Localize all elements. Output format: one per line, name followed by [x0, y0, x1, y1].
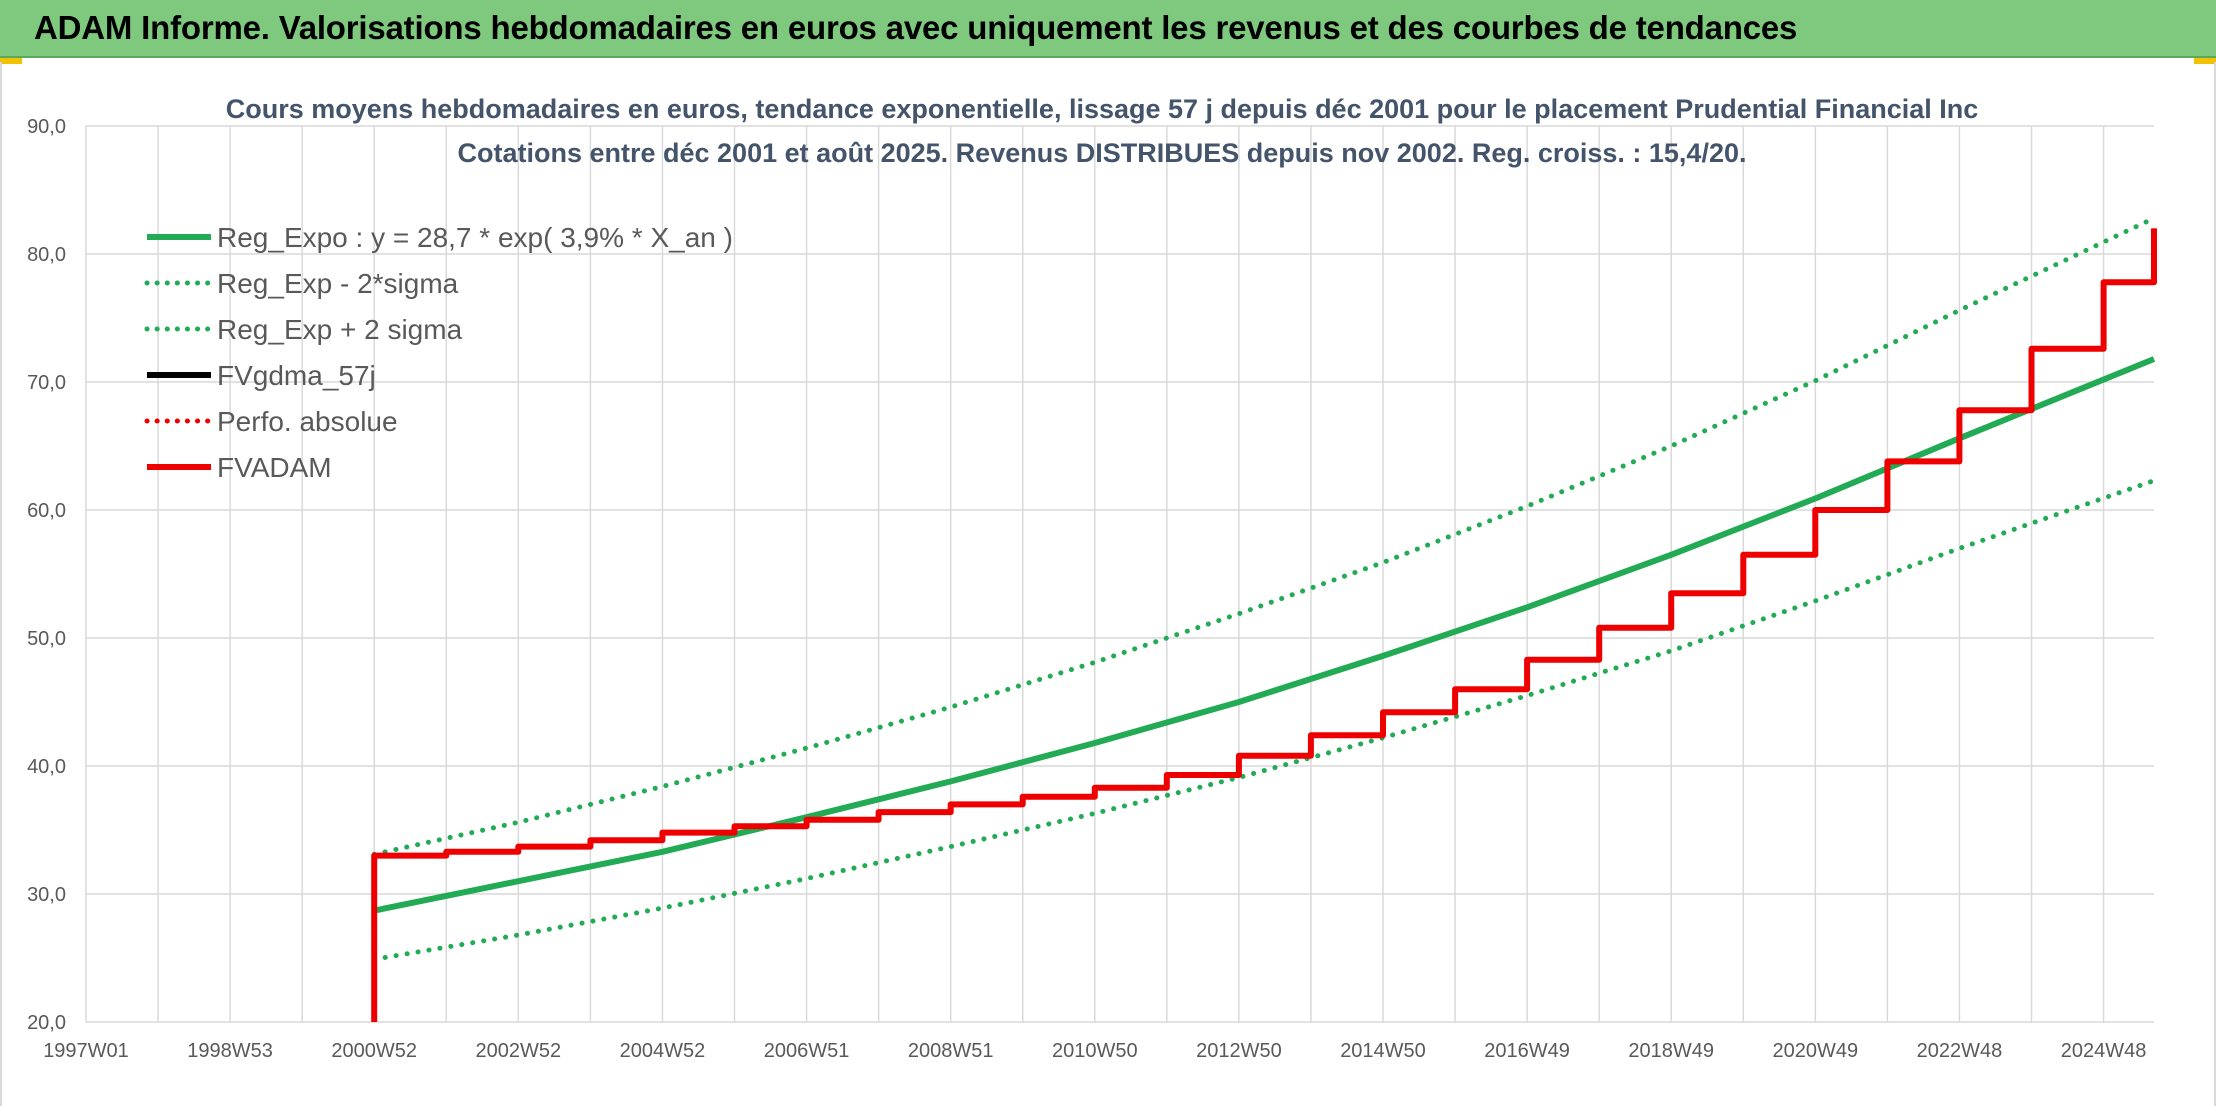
legend-label-3: FVgdma_57j [217, 360, 376, 391]
series-line-5 [371, 228, 2157, 1022]
x-tick-label: 2000W52 [331, 1040, 417, 1062]
series-line-0 [373, 356, 2156, 914]
x-axis-ticks: 1997W01 1998W53 2000W52 2002W52 2004W52 2006W… [43, 1040, 2146, 1062]
y-tick-label: 50,0 [27, 628, 66, 650]
chart-subtitle: Cotations entre déc 2001 et août 2025. R… [458, 138, 1747, 168]
x-tick-label: 2010W50 [1052, 1040, 1138, 1062]
y-tick-label: 70,0 [27, 372, 66, 394]
y-tick-label: 80,0 [27, 244, 66, 266]
legend-label-0: Reg_Expo : y = 28,7 * exp( 3,9% * X_an ) [217, 222, 733, 253]
x-tick-label: 2008W51 [908, 1040, 994, 1062]
grid [85, 125, 2154, 1023]
legend: Reg_Expo : y = 28,7 * exp( 3,9% * X_an )… [144, 222, 733, 483]
x-tick-label: 2002W52 [476, 1040, 562, 1062]
banner-title: ADAM Informe. Valorisations hebdomadaire… [34, 9, 1798, 46]
y-tick-label: 90,0 [27, 116, 66, 138]
y-tick-label: 40,0 [27, 756, 66, 778]
banner: ADAM Informe. Valorisations hebdomadaire… [0, 0, 2216, 58]
y-axis-ticks: 20,0 30,0 40,0 50,0 60,0 70,0 80,0 90,0 [27, 116, 66, 1034]
corner-marker-right [2194, 58, 2216, 64]
x-tick-label: 2022W48 [1917, 1040, 2003, 1062]
x-tick-label: 2024W48 [2061, 1040, 2147, 1062]
legend-label-4: Perfo. absolue [217, 406, 398, 437]
legend-label-5: FVADAM [217, 452, 332, 483]
x-tick-label: 2018W49 [1628, 1040, 1714, 1062]
series-line-1 [371, 478, 2157, 962]
corner-marker-left [0, 58, 22, 64]
series [371, 215, 2157, 1022]
legend-label-1: Reg_Exp - 2*sigma [217, 268, 459, 299]
x-tick-label: 2012W50 [1196, 1040, 1282, 1062]
x-tick-label: 2020W49 [1773, 1040, 1859, 1062]
x-tick-label: 2014W50 [1340, 1040, 1426, 1062]
x-tick-label: 1998W53 [187, 1040, 273, 1062]
chart-svg: 20,0 30,0 40,0 50,0 60,0 70,0 80,0 90,0 1997W01… [27, 94, 2157, 1062]
legend-label-2: Reg_Exp + 2 sigma [217, 314, 463, 345]
y-tick-label: 30,0 [27, 884, 66, 906]
x-tick-label: 2016W49 [1484, 1040, 1570, 1062]
x-tick-label: 1997W01 [43, 1040, 129, 1062]
series-line-2 [371, 215, 2157, 857]
x-tick-label: 2004W52 [620, 1040, 706, 1062]
chart-area: 20,0 30,0 40,0 50,0 60,0 70,0 80,0 90,0 1997W01… [0, 62, 2216, 1106]
chart-title: Cours moyens hebdomadaires en euros, ten… [226, 94, 1979, 124]
y-tick-label: 20,0 [27, 1012, 66, 1034]
x-tick-label: 2006W51 [764, 1040, 850, 1062]
y-tick-label: 60,0 [27, 500, 66, 522]
